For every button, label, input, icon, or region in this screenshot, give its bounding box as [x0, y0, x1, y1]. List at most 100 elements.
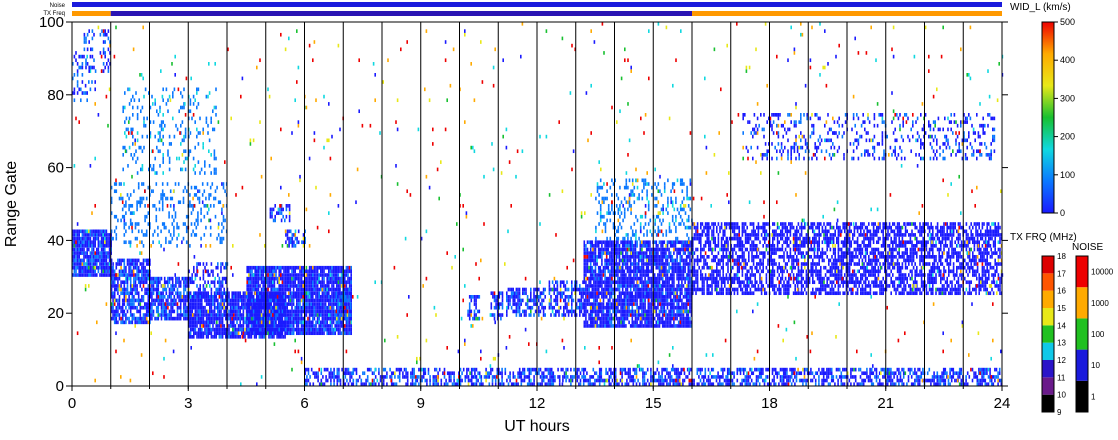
- echo-cell: [320, 287, 322, 292]
- echo-cell: [334, 298, 336, 303]
- echo-cell: [294, 327, 296, 332]
- echo-cell: [205, 324, 208, 328]
- echo-cell: [92, 251, 95, 255]
- echo-cell: [145, 313, 148, 317]
- echo-cell: [180, 142, 182, 146]
- echo-cell: [128, 298, 130, 303]
- echo-cell: [131, 313, 134, 317]
- echo-cell: [233, 335, 235, 339]
- echo-cell: [550, 287, 552, 292]
- echo-cell: [338, 287, 341, 292]
- echo-cell: [542, 298, 545, 303]
- echo-cell: [112, 316, 114, 321]
- echo-cell: [658, 265, 661, 270]
- echo-cell: [518, 302, 521, 306]
- echo-cell: [113, 269, 116, 274]
- echo-cell: [609, 295, 611, 299]
- echo-cell: [263, 335, 265, 339]
- echo-cell: [260, 273, 263, 277]
- echo-cell: [257, 280, 260, 285]
- echo-cell: [184, 295, 187, 299]
- echo-cell: [551, 305, 554, 310]
- echo-cell: [128, 196, 130, 201]
- echo-cell: [207, 131, 209, 135]
- echo-cell: [289, 295, 292, 299]
- echo-cell: [291, 320, 293, 325]
- echo-cell: [223, 309, 225, 314]
- echo-cell: [310, 287, 312, 292]
- echo-cell: [620, 240, 622, 245]
- echo-cell: [175, 316, 177, 321]
- echo-cell: [272, 324, 274, 328]
- echo-cell: [92, 258, 95, 263]
- echo-cell: [340, 305, 342, 310]
- echo-cell: [299, 280, 301, 285]
- echo-cell: [607, 247, 610, 252]
- echo-cell: [530, 305, 532, 310]
- echo-cell: [117, 284, 119, 288]
- echo-cell: [159, 123, 161, 128]
- echo-cell: [328, 276, 330, 281]
- echo-cell: [318, 298, 320, 303]
- echo-cell: [165, 102, 168, 106]
- echo-cell: [197, 222, 199, 226]
- echo-cell: [615, 262, 618, 266]
- echo-cell: [334, 265, 336, 270]
- echo-cell: [251, 273, 253, 277]
- echo-cell: [625, 280, 627, 285]
- echo-cell: [348, 316, 351, 321]
- echo-cell: [160, 291, 163, 296]
- echo-cell: [152, 313, 155, 317]
- echo-cell: [120, 305, 122, 310]
- echo-cell: [615, 324, 618, 328]
- echo-cell: [589, 313, 592, 317]
- echo-cell: [221, 302, 224, 306]
- echo-cell: [210, 171, 212, 175]
- echo-cell: [571, 313, 573, 317]
- echo-cell: [639, 240, 642, 245]
- echo-cell: [173, 218, 175, 223]
- echo-cell: [582, 295, 584, 299]
- echo-cell: [620, 258, 622, 263]
- echo-cell: [617, 316, 619, 321]
- echo-cell: [594, 244, 597, 248]
- echo-cell: [655, 258, 658, 263]
- echo-cell: [270, 284, 272, 288]
- echo-cell: [515, 313, 518, 317]
- echo-cell: [343, 298, 346, 303]
- echo-cell: [78, 262, 80, 266]
- echo-cell: [553, 287, 555, 292]
- echo-cell: [618, 316, 621, 321]
- echo-cell: [291, 313, 293, 317]
- echo-cell: [275, 320, 277, 325]
- echo-cell: [321, 331, 324, 336]
- echo-cell: [242, 291, 245, 296]
- echo-cell: [673, 316, 675, 321]
- echo-cell: [542, 291, 545, 296]
- echo-cell: [134, 276, 137, 281]
- echo-cell: [617, 295, 619, 299]
- echo-cell: [149, 120, 152, 124]
- echo-cell: [203, 233, 206, 237]
- echo-cell: [653, 273, 656, 277]
- echo-cell: [559, 291, 562, 296]
- echo-cell: [594, 276, 597, 281]
- echo-cell: [125, 276, 127, 281]
- echo-cell: [209, 316, 211, 321]
- echo-cell: [214, 196, 217, 201]
- echo-cell: [575, 284, 578, 288]
- echo-cell: [634, 258, 637, 263]
- echo-cell: [152, 233, 154, 237]
- echo-cell: [183, 291, 185, 296]
- echo-cell: [604, 305, 606, 310]
- echo-cell: [120, 309, 122, 314]
- echo-cell: [176, 316, 179, 321]
- echo-cell: [118, 276, 121, 281]
- echo-cell: [621, 273, 624, 277]
- echo-cell: [324, 291, 327, 296]
- echo-cell: [593, 305, 595, 310]
- echo-cell: [583, 302, 586, 306]
- echo-cell: [276, 265, 279, 270]
- echo-cell: [155, 214, 158, 219]
- echo-cell: [118, 287, 121, 292]
